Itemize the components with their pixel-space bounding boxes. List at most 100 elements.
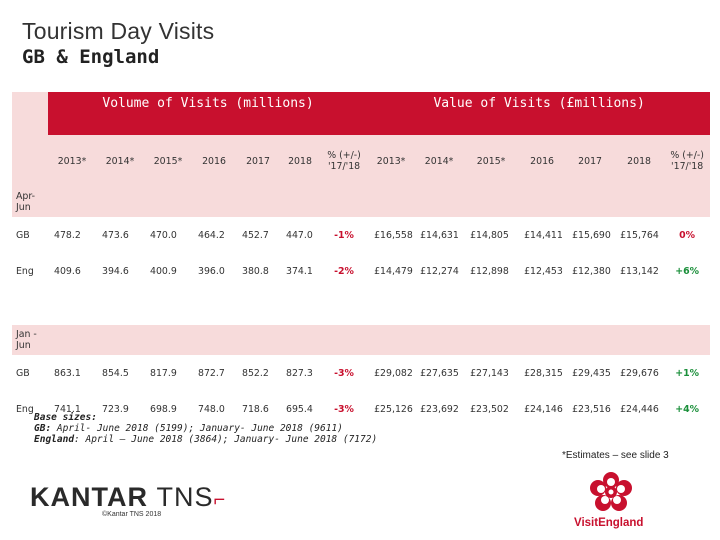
volume-cell: 695.4 (286, 403, 313, 415)
value-cell: £12,380 (572, 265, 611, 277)
value-cell: £12,274 (420, 265, 459, 277)
value-cell: £27,143 (470, 367, 509, 379)
year-header: 2018 (627, 155, 651, 167)
base-sizes-title: Base sizes: (34, 412, 97, 423)
table-row: Eng 741.1 723.9 698.9 748.0 718.6 695.4 … (12, 391, 710, 427)
volume-cell: 698.9 (150, 403, 177, 415)
value-cell: £13,142 (620, 265, 659, 277)
volume-cell: 741.1 (54, 403, 81, 415)
volume-cell: 374.1 (286, 265, 313, 277)
volume-cell: 400.9 (150, 265, 177, 277)
base-gb-label: GB: (34, 423, 52, 434)
value-change-cell: 0% (679, 229, 696, 241)
table-row: Eng 409.6 394.6 400.9 396.0 380.8 374.1 … (12, 253, 710, 289)
volume-cell: 447.0 (286, 229, 313, 241)
value-cell: £15,690 (572, 229, 611, 241)
value-cell: £27,635 (420, 367, 459, 379)
volume-cell: 723.9 (102, 403, 129, 415)
year-header: 2018 (288, 155, 312, 167)
section-label: Apr-Jun (16, 191, 36, 213)
volume-cell: 852.2 (242, 367, 269, 379)
base-eng-label: England (34, 434, 75, 445)
volume-cell: 872.7 (198, 367, 225, 379)
volume-cell: 854.5 (102, 367, 129, 379)
volume-cell: 380.8 (242, 265, 269, 277)
value-cell: £24,446 (620, 403, 659, 415)
value-cell: £24,146 (524, 403, 563, 415)
estimates-note: *Estimates – see slide 3 (562, 450, 669, 461)
tns-logo-text: TNS (156, 482, 214, 512)
row-label: GB (16, 367, 30, 379)
base-eng-text: : April – June 2018 (3864); January- Jun… (74, 434, 378, 445)
volume-change-cell: -2% (334, 265, 354, 277)
volume-cell: 394.6 (102, 265, 129, 277)
base-sizes-note: Base sizes: GB: April- June 2018 (5199);… (34, 412, 377, 445)
volume-cell: 409.6 (54, 265, 81, 277)
year-header: 2017 (578, 155, 602, 167)
volume-cell: 478.2 (54, 229, 81, 241)
row-label: Eng (16, 265, 34, 277)
value-cell: £29,082 (374, 367, 413, 379)
kantar-tns-logo: KANTAR TNS⌐ (30, 482, 226, 513)
value-cell: £14,411 (524, 229, 563, 241)
volume-cell: 718.6 (242, 403, 269, 415)
value-cell: £29,435 (572, 367, 611, 379)
kantar-hook-icon: ⌐ (213, 489, 227, 511)
volume-change-cell: -3% (334, 403, 354, 415)
volume-cell: 473.6 (102, 229, 129, 241)
corner-cell (12, 92, 48, 135)
volume-change-cell: -1% (334, 229, 354, 241)
base-gb-text: April- June 2018 (5199); January- June 2… (56, 423, 343, 434)
year-header: 2015* (476, 155, 506, 167)
pct-change-header: % (+/-) '17/'18 (327, 150, 361, 172)
year-header: 2016 (530, 155, 554, 167)
volume-header: Volume of Visits (millions) (48, 92, 369, 135)
volume-cell: 396.0 (198, 265, 225, 277)
volume-cell: 470.0 (150, 229, 177, 241)
pct-change-header: % (+/-) '17/'18 (670, 150, 704, 172)
value-cell: £12,898 (470, 265, 509, 277)
year-header: 2014* (424, 155, 454, 167)
value-cell: £14,805 (470, 229, 509, 241)
value-cell: £15,764 (620, 229, 659, 241)
spacer-row (12, 289, 710, 325)
volume-change-cell: -3% (334, 367, 354, 379)
copyright-text: ©Kantar TNS 2018 (102, 511, 162, 518)
volume-cell: 817.9 (150, 367, 177, 379)
year-header: 2014* (105, 155, 135, 167)
kantar-logo-text: KANTAR (30, 482, 148, 512)
section-row: Jan - Jun (12, 325, 711, 355)
volume-cell: 464.2 (198, 229, 225, 241)
value-header: Value of Visits (£millions) (368, 92, 711, 135)
value-change-cell: +4% (675, 403, 699, 415)
row-label: Eng (16, 403, 34, 415)
group-header-row: Volume of Visits (millions) Value of Vis… (12, 92, 711, 135)
volume-cell: 452.7 (242, 229, 269, 241)
value-cell: £23,516 (572, 403, 611, 415)
table-row: GB 863.1 854.5 817.9 872.7 852.2 827.3 -… (12, 355, 710, 391)
row-label: GB (16, 229, 30, 241)
section-label: Jan - Jun (16, 329, 37, 351)
visitengland-logo-text: VisitEngland (574, 517, 644, 529)
tourism-data-table: Volume of Visits (millions) Value of Vis… (12, 92, 711, 427)
value-cell: £16,558 (374, 229, 413, 241)
page-subtitle: GB & England (22, 46, 160, 68)
value-cell: £29,676 (620, 367, 659, 379)
volume-cell: 748.0 (198, 403, 225, 415)
value-cell: £23,692 (420, 403, 459, 415)
value-cell: £28,315 (524, 367, 563, 379)
value-cell: £12,453 (524, 265, 563, 277)
year-header: 2016 (202, 155, 226, 167)
section-row: Apr-Jun (12, 187, 711, 217)
volume-cell: 827.3 (286, 367, 313, 379)
year-header: 2013* (376, 155, 406, 167)
value-cell: £25,126 (374, 403, 413, 415)
table-row: GB 478.2 473.6 470.0 464.2 452.7 447.0 -… (12, 217, 710, 253)
page-title: Tourism Day Visits (22, 18, 215, 44)
value-cell: £14,479 (374, 265, 413, 277)
volume-cell: 863.1 (54, 367, 81, 379)
year-header-row: 2013* 2014* 2015* 2016 2017 2018 % (+/-)… (12, 135, 711, 187)
year-header: 2017 (246, 155, 270, 167)
year-header: 2013* (57, 155, 87, 167)
tudor-rose-icon (590, 472, 632, 511)
